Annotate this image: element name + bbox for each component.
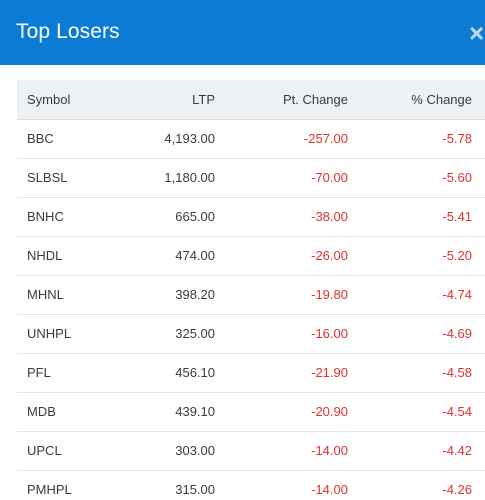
cell-spacer: [472, 158, 485, 198]
modal-body: Symbol LTP Pt. Change % Change BBC 4,193.…: [17, 80, 485, 500]
cell-pct-change: -5.78: [348, 119, 472, 159]
table-row[interactable]: MDB 439.10 -20.90 -4.54: [17, 392, 485, 432]
cell-pt-change: -19.80: [215, 275, 348, 315]
cell-symbol[interactable]: BNHC: [17, 197, 107, 237]
cell-pt-change: -14.00: [215, 431, 348, 471]
cell-ltp: 4,193.00: [107, 119, 215, 159]
cell-ltp: 315.00: [107, 470, 215, 500]
table-row[interactable]: UNHPL 325.00 -16.00 -4.69: [17, 314, 485, 354]
cell-pct-change: -5.41: [348, 197, 472, 237]
cell-symbol[interactable]: BBC: [17, 119, 107, 159]
cell-ltp: 474.00: [107, 236, 215, 276]
cell-symbol[interactable]: NHDL: [17, 236, 107, 276]
cell-pt-change: -16.00: [215, 314, 348, 354]
cell-pct-change: -4.54: [348, 392, 472, 432]
table-row[interactable]: MHNL 398.20 -19.80 -4.74: [17, 275, 485, 315]
cell-pt-change: -257.00: [215, 119, 348, 159]
cell-spacer: [472, 470, 485, 500]
cell-ltp: 1,180.00: [107, 158, 215, 198]
cell-pct-change: -4.69: [348, 314, 472, 354]
cell-pt-change: -70.00: [215, 158, 348, 198]
cell-ltp: 398.20: [107, 275, 215, 315]
table-row[interactable]: NHDL 474.00 -26.00 -5.20: [17, 236, 485, 276]
cell-pt-change: -14.00: [215, 470, 348, 500]
losers-table: Symbol LTP Pt. Change % Change BBC 4,193.…: [17, 80, 485, 500]
cell-pct-change: -5.60: [348, 158, 472, 198]
cell-symbol[interactable]: SLBSL: [17, 158, 107, 198]
column-header-ltp[interactable]: LTP: [107, 80, 215, 120]
cell-symbol[interactable]: PFL: [17, 353, 107, 393]
cell-ltp: 439.10: [107, 392, 215, 432]
modal-title: Top Losers: [16, 19, 120, 43]
cell-symbol[interactable]: MDB: [17, 392, 107, 432]
table-row[interactable]: PMHPL 315.00 -14.00 -4.26: [17, 470, 485, 500]
table-row[interactable]: UPCL 303.00 -14.00 -4.42: [17, 431, 485, 471]
cell-spacer: [472, 119, 485, 159]
cell-pct-change: -4.74: [348, 275, 472, 315]
cell-spacer: [472, 197, 485, 237]
modal-header: Top Losers ×: [0, 0, 485, 65]
table-body: BBC 4,193.00 -257.00 -5.78 SLBSL 1,180.00 -70.…: [17, 119, 485, 500]
cell-symbol[interactable]: MHNL: [17, 275, 107, 315]
column-header-spacer: [472, 80, 485, 120]
cell-ltp: 303.00: [107, 431, 215, 471]
cell-spacer: [472, 314, 485, 354]
cell-ltp: 456.10: [107, 353, 215, 393]
cell-pct-change: -4.26: [348, 470, 472, 500]
cell-pt-change: -26.00: [215, 236, 348, 276]
cell-pt-change: -38.00: [215, 197, 348, 237]
cell-symbol[interactable]: UPCL: [17, 431, 107, 471]
table-row[interactable]: SLBSL 1,180.00 -70.00 -5.60: [17, 158, 485, 198]
cell-spacer: [472, 353, 485, 393]
cell-pct-change: -4.42: [348, 431, 472, 471]
table-header-row: Symbol LTP Pt. Change % Change: [17, 80, 485, 120]
cell-symbol[interactable]: PMHPL: [17, 470, 107, 500]
column-header-symbol[interactable]: Symbol: [17, 80, 107, 120]
cell-pct-change: -5.20: [348, 236, 472, 276]
cell-spacer: [472, 392, 485, 432]
cell-pt-change: -20.90: [215, 392, 348, 432]
cell-spacer: [472, 431, 485, 471]
cell-pt-change: -21.90: [215, 353, 348, 393]
cell-ltp: 325.00: [107, 314, 215, 354]
close-icon[interactable]: ×: [469, 21, 485, 45]
cell-symbol[interactable]: UNHPL: [17, 314, 107, 354]
column-header-pct-change[interactable]: % Change: [348, 80, 472, 120]
cell-spacer: [472, 236, 485, 276]
cell-spacer: [472, 275, 485, 315]
table-row[interactable]: PFL 456.10 -21.90 -4.58: [17, 353, 485, 393]
table-row[interactable]: BBC 4,193.00 -257.00 -5.78: [17, 119, 485, 159]
table-row[interactable]: BNHC 665.00 -38.00 -5.41: [17, 197, 485, 237]
cell-pct-change: -4.58: [348, 353, 472, 393]
column-header-pt-change[interactable]: Pt. Change: [215, 80, 348, 120]
cell-ltp: 665.00: [107, 197, 215, 237]
